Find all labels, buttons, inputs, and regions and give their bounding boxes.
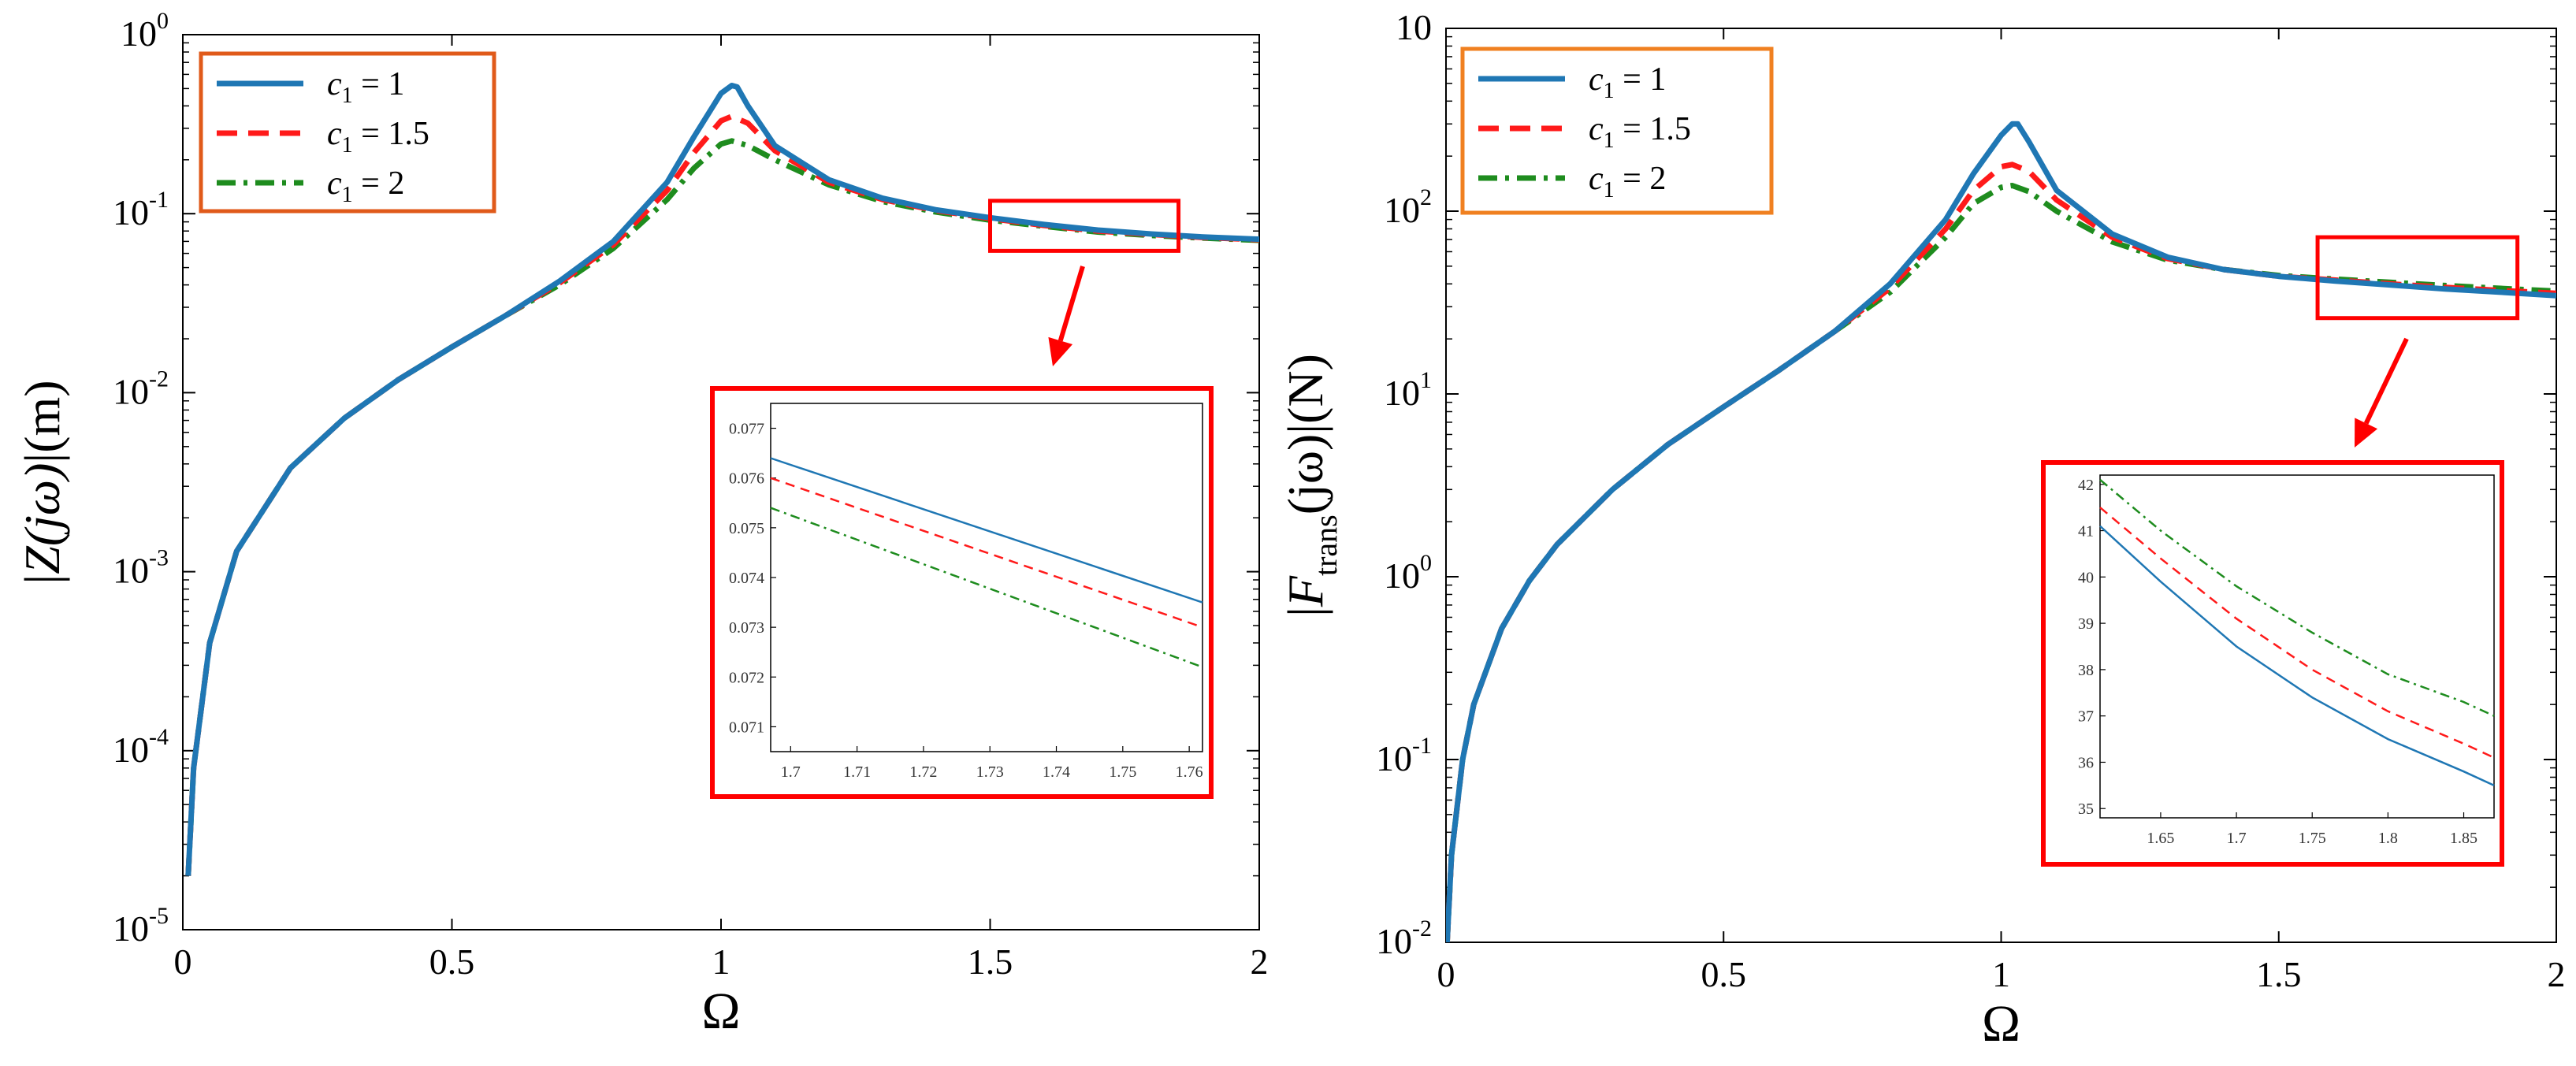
inset-x-tick-label: 1.65	[2147, 830, 2174, 847]
inset-y-tick-label: 39	[2078, 615, 2094, 633]
inset: 1.7 1.71 1.72 1.73 1.74 1.75 1.76 0.071 0.072 0.0…	[710, 386, 1214, 799]
zoom-arrow-head	[1048, 336, 1073, 366]
x-axis-label: Ω	[1982, 995, 2020, 1053]
x-tick-label: 1.5	[968, 942, 1013, 982]
x-tick-label: 0.5	[429, 942, 475, 982]
inset-x-tick-label: 1.72	[909, 763, 937, 781]
chart-1: 0 0.5 1 1.5 2 10-5 10-4 10-3 10-2 10-1 100 Ω |Z(jω)|…	[14, 8, 1269, 1040]
inset-series-line-2	[770, 477, 1203, 629]
chart-2: 0 0.5 1 1.5 2 10-2 10-1 100 101 102 10 Ω |Ftrans(jω)…	[1277, 7, 2566, 1053]
inset-y-tick-label: 0.077	[729, 421, 764, 438]
inset-y-tick-label: 35	[2078, 800, 2094, 818]
inset-series-line-2	[2099, 507, 2495, 759]
inset-series-line-1	[770, 457, 1203, 604]
y-tick-label: 102	[1384, 184, 1432, 230]
x-axis-label: Ω	[701, 982, 740, 1040]
legend-label-1: c1 = 1	[1589, 61, 1666, 103]
inset-frame	[2099, 474, 2495, 819]
inset-border	[2041, 460, 2504, 867]
y-tick-label: 10-2	[113, 366, 169, 411]
x-tick-label: 0	[174, 942, 192, 982]
inset-y-tick-label: 0.072	[729, 669, 764, 686]
inset-y-tick-label: 41	[2078, 523, 2094, 540]
legend-label-1: c1 = 1	[327, 66, 404, 108]
inset-series-line-3	[770, 507, 1203, 668]
y-axis-label: |Ftrans(jω)|(N)	[1277, 354, 1344, 617]
y-tick-label: 101	[1384, 367, 1432, 413]
inset-y-tick-label: 0.075	[729, 520, 764, 537]
zoom-arrow	[2363, 337, 2409, 425]
inset-y-tick-label: 0.074	[729, 570, 764, 587]
inset-y-tick-label: 36	[2078, 754, 2094, 771]
x-tick-label: 2	[1251, 942, 1269, 982]
inset-y-tick-label: 0.071	[729, 719, 764, 736]
y-tick-label: 10	[1396, 7, 1432, 47]
inset-series-line-3	[2099, 478, 2495, 717]
inset-x-tick-label: 1.74	[1043, 763, 1070, 781]
x-tick-label: 0	[1437, 954, 1455, 994]
y-tick-label: 10-1	[1376, 733, 1432, 778]
inset-y-tick-label: 0.076	[729, 470, 764, 488]
y-tick-label: 100	[1384, 550, 1432, 596]
y-tick-label: 100	[121, 8, 169, 54]
y-axis-label: |Z(jω)|(m)	[14, 380, 70, 584]
inset-y-tick-label: 38	[2078, 662, 2094, 679]
zoom-arrow-head	[2355, 418, 2378, 448]
inset-y-tick-label: 42	[2078, 477, 2094, 494]
zoom-arrow	[1058, 266, 1085, 342]
legend-label-2: c1 = 1.5	[1589, 111, 1691, 153]
inset-x-tick-label: 1.71	[843, 763, 871, 781]
inset: 1.65 1.7 1.75 1.8 1.85 35 36 37 38 39 40 41 42	[2041, 460, 2504, 867]
x-tick-label: 1.5	[2256, 954, 2302, 994]
inset-y-tick-label: 0.073	[729, 619, 764, 637]
inset-x-tick-label: 1.76	[1176, 763, 1203, 781]
inset-border	[710, 386, 1214, 799]
x-tick-label: 1	[1992, 954, 2010, 994]
series-line-1	[1446, 121, 2556, 942]
x-tick-label: 1	[712, 942, 730, 982]
inset-x-tick-label: 1.8	[2378, 830, 2398, 847]
zoom-box	[2315, 235, 2520, 321]
legend-label-3: c1 = 2	[1589, 161, 1666, 202]
y-tick-label: 10-1	[113, 187, 169, 232]
legend: c1 = 1 c1 = 1.5 c1 = 2	[1460, 46, 1774, 215]
zoom-box	[988, 199, 1181, 253]
x-tick-label: 2	[2548, 954, 2566, 994]
y-tick-label: 10-2	[1376, 916, 1432, 961]
y-tick-label: 10-5	[113, 903, 169, 949]
y-tick-label: 10-4	[113, 724, 169, 770]
y-tick-label: 10-3	[113, 545, 169, 591]
x-tick-label: 0.5	[1701, 954, 1747, 994]
inset-series-line-1	[2099, 525, 2495, 787]
legend: c1 = 1 c1 = 1.5 c1 = 2	[199, 51, 496, 214]
inset-x-tick-label: 1.85	[2450, 830, 2477, 847]
inset-y-tick-label: 37	[2078, 708, 2094, 726]
inset-y-tick-label: 40	[2078, 569, 2094, 586]
inset-x-tick-label: 1.7	[781, 763, 801, 781]
legend-label-3: c1 = 2	[327, 165, 404, 207]
inset-x-tick-label: 1.73	[976, 763, 1004, 781]
inset-x-tick-label: 1.7	[2227, 830, 2247, 847]
series-line-1	[185, 83, 1259, 876]
inset-x-tick-label: 1.75	[1109, 763, 1136, 781]
inset-x-tick-label: 1.75	[2299, 830, 2326, 847]
legend-label-2: c1 = 1.5	[327, 116, 429, 158]
